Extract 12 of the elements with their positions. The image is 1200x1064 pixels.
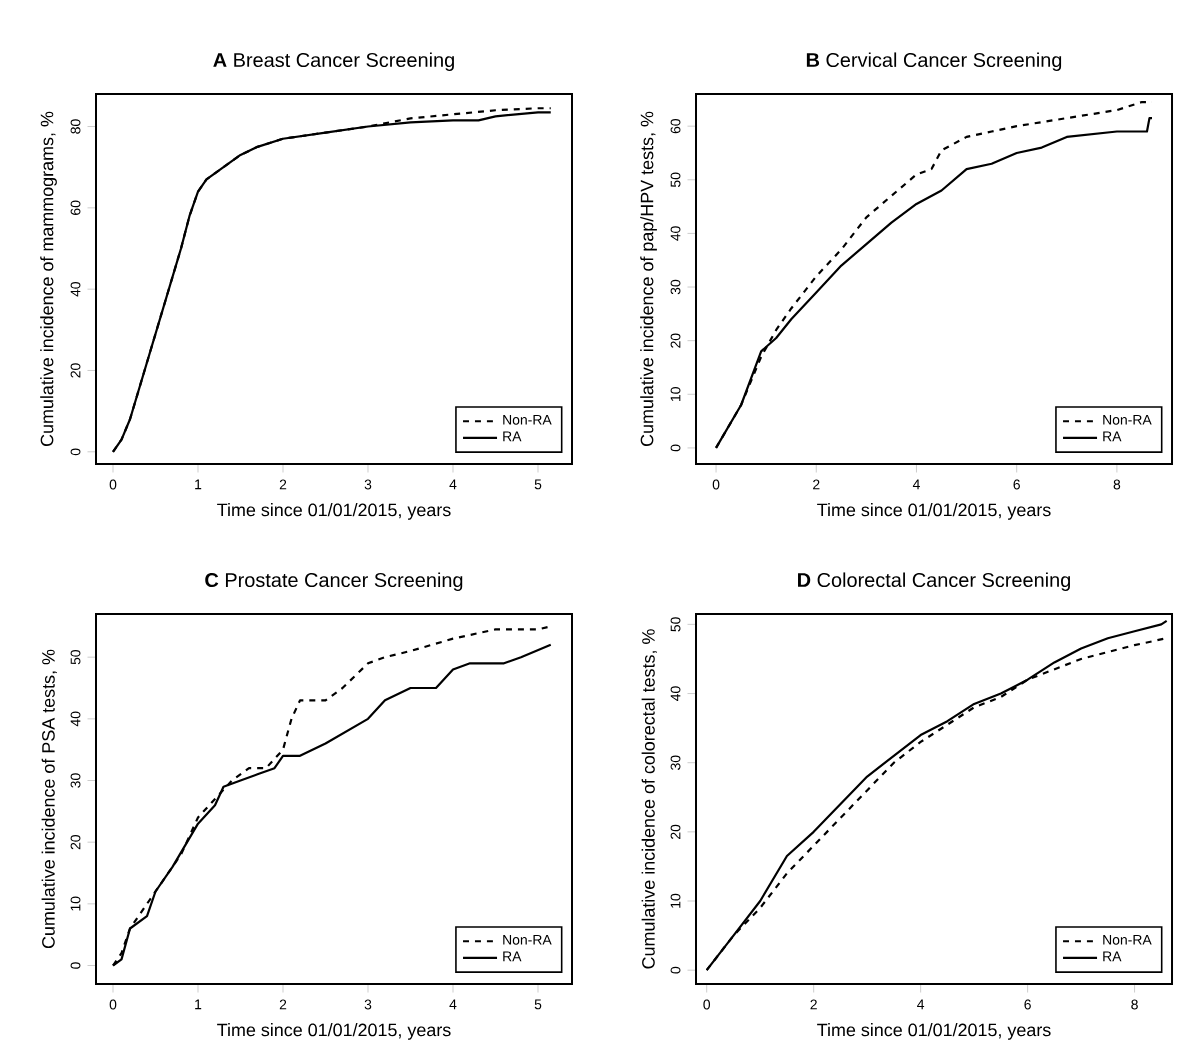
y-axis-title: Cumulative incidence of mammograms, %	[40, 111, 57, 447]
x-axis-title: Time since 01/01/2015, years	[217, 503, 451, 520]
x-axis-title: Time since 01/01/2015, years	[817, 1023, 1051, 1040]
y-axis-title: Cumulative incidence of pap/HPV tests, %	[640, 111, 657, 447]
x-axis-title: Time since 01/01/2015, years	[217, 1023, 451, 1040]
y-axis-title: Cumulative incidence of PSA tests, %	[41, 649, 57, 949]
chart-title: D Colorectal Cancer Screening	[798, 572, 1071, 591]
x-axis-title: Time since 01/01/2015, years	[817, 503, 1051, 520]
chart-title: A Breast Cancer Screening	[213, 52, 454, 71]
chart-title: B Cervical Cancer Screening	[806, 52, 1062, 71]
y-axis-title: Cumulative incidence of colorectal tests, %	[641, 629, 657, 969]
chart-title: C Prostate Cancer Screening	[205, 572, 463, 591]
